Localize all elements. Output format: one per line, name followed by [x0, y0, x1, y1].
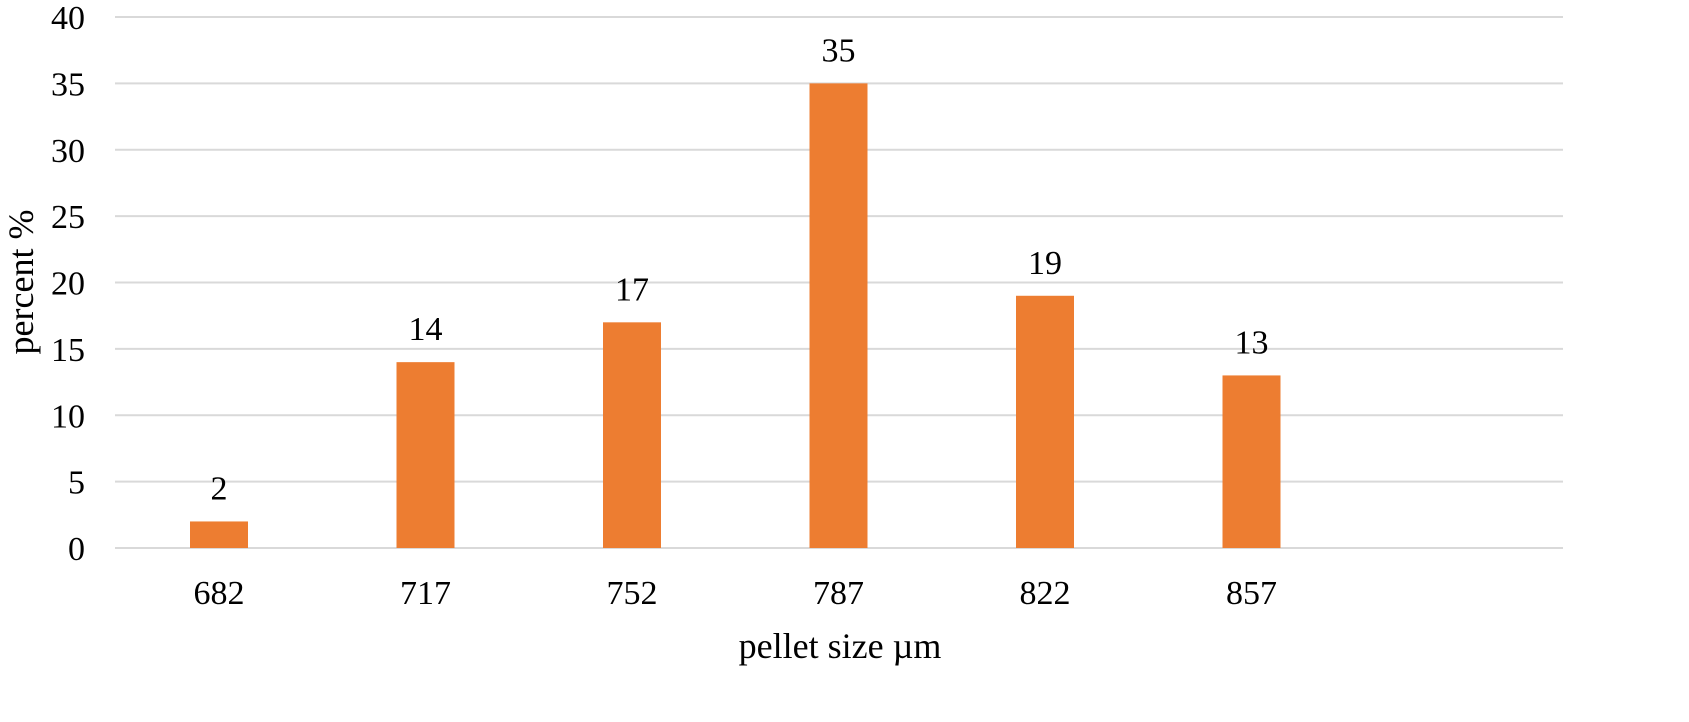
data-label: 19: [1028, 245, 1062, 282]
y-tick-label: 30: [51, 133, 85, 170]
bar-822: [1016, 295, 1074, 548]
bar-787: [809, 83, 868, 548]
x-tick-label: 717: [400, 575, 451, 612]
bar-857: [1222, 375, 1281, 548]
y-axis-tick-labels: 0 5 10 15 20 25 30 35 40: [51, 0, 85, 568]
bars: [190, 83, 1281, 548]
data-label: 17: [615, 271, 649, 308]
y-tick-label: 25: [51, 199, 85, 236]
bar-682: [190, 521, 248, 548]
x-tick-label: 682: [194, 575, 245, 612]
data-labels: 2 14 17 35 19 13: [211, 32, 1269, 507]
y-tick-label: 5: [68, 465, 85, 502]
y-axis-title: percent %: [1, 210, 41, 355]
y-tick-label: 0: [68, 531, 85, 568]
y-tick-label: 40: [51, 0, 85, 37]
data-label: 14: [409, 311, 443, 348]
bar-717: [396, 362, 455, 548]
data-label: 2: [211, 470, 228, 507]
y-tick-label: 20: [51, 266, 85, 303]
x-tick-label: 787: [813, 575, 864, 612]
x-tick-label: 752: [607, 575, 658, 612]
bar-752: [603, 322, 661, 548]
x-tick-label: 822: [1020, 575, 1071, 612]
x-axis-title: pellet size µm: [739, 626, 942, 666]
data-label: 13: [1235, 324, 1269, 361]
y-tick-label: 15: [51, 332, 85, 369]
x-tick-label: 857: [1226, 575, 1277, 612]
x-axis-tick-labels: 682 717 752 787 822 857: [194, 575, 1278, 612]
data-label: 35: [822, 32, 856, 69]
y-tick-label: 35: [51, 66, 85, 103]
y-tick-label: 10: [51, 398, 85, 435]
